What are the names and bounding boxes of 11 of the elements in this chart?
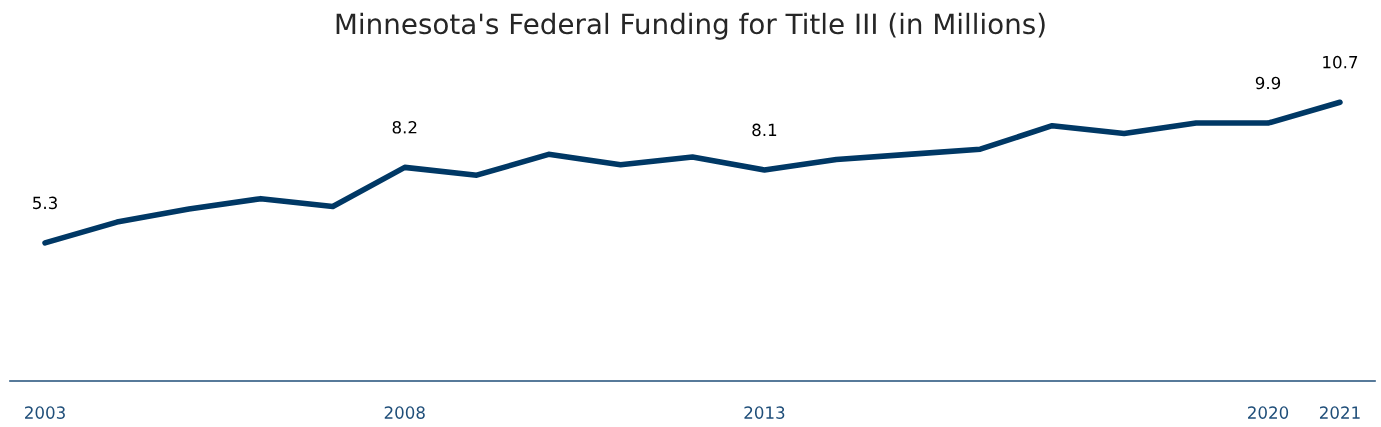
x-tick-label: 2020	[1248, 406, 1289, 419]
x-tick-label: 2008	[384, 406, 425, 419]
x-tick-label: 2013	[744, 406, 785, 419]
data-label: 5.3	[33, 196, 57, 210]
x-tick-label: 2021	[1319, 406, 1360, 419]
data-label: 10.7	[1323, 55, 1358, 69]
x-tick-label: 2003	[25, 406, 65, 419]
data-label: 9.9	[1255, 76, 1281, 90]
data-label: 8.2	[392, 120, 417, 134]
data-label: 8.1	[752, 123, 777, 137]
chart-title: Minnesota's Federal Funding for Title III (in Millions)	[336, 12, 1045, 40]
